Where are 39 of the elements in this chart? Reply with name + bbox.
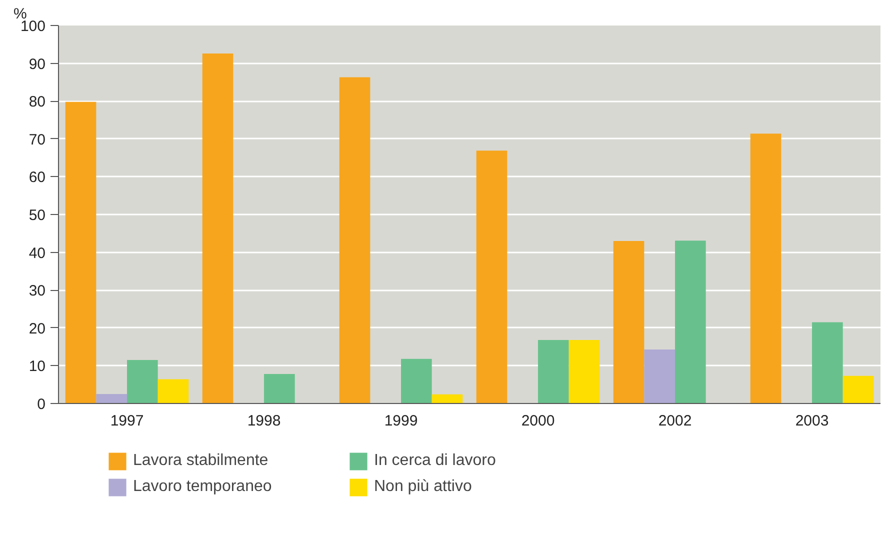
bar — [675, 240, 706, 404]
legend-label: Non più attivo — [374, 478, 473, 496]
bar — [842, 376, 874, 404]
bar — [568, 340, 600, 404]
bar — [432, 394, 463, 404]
x-tick-label: 2002 — [658, 412, 692, 430]
y-tick-label: 80 — [28, 94, 46, 111]
bar — [264, 374, 295, 404]
legend-label: Lavoro temporaneo — [133, 478, 273, 496]
y-tick-label: 10 — [28, 358, 46, 376]
bar — [65, 102, 96, 404]
y-tick-label: 20 — [28, 320, 46, 338]
bar — [401, 358, 432, 404]
bar — [644, 349, 675, 404]
x-tick-label: 1997 — [110, 412, 144, 430]
bar — [127, 360, 158, 404]
y-tick-label: 100 — [20, 18, 46, 35]
bar — [339, 77, 370, 404]
x-tick-label: 2000 — [521, 412, 555, 430]
bar — [750, 134, 782, 404]
bar — [538, 340, 569, 404]
y-tick-label: 0 — [37, 396, 46, 413]
bar — [202, 53, 234, 404]
x-tick-label: 1998 — [247, 412, 281, 430]
y-tick-label: 30 — [28, 282, 46, 300]
bar — [158, 379, 189, 404]
legend-label: Lavora stabilmente — [133, 452, 270, 470]
y-tick-label: 40 — [28, 244, 46, 262]
x-tick-label: 1999 — [384, 412, 418, 430]
y-tick-label: 50 — [28, 207, 46, 224]
y-tick-label: 60 — [28, 169, 46, 186]
bar — [812, 322, 843, 404]
bar — [613, 240, 644, 404]
y-tick-label: 70 — [28, 131, 46, 148]
legend-label: In cerca di lavoro — [374, 452, 497, 470]
y-tick-label: 90 — [28, 56, 46, 73]
bar — [476, 150, 508, 404]
bar — [96, 394, 127, 404]
x-tick-label: 2003 — [795, 412, 829, 430]
